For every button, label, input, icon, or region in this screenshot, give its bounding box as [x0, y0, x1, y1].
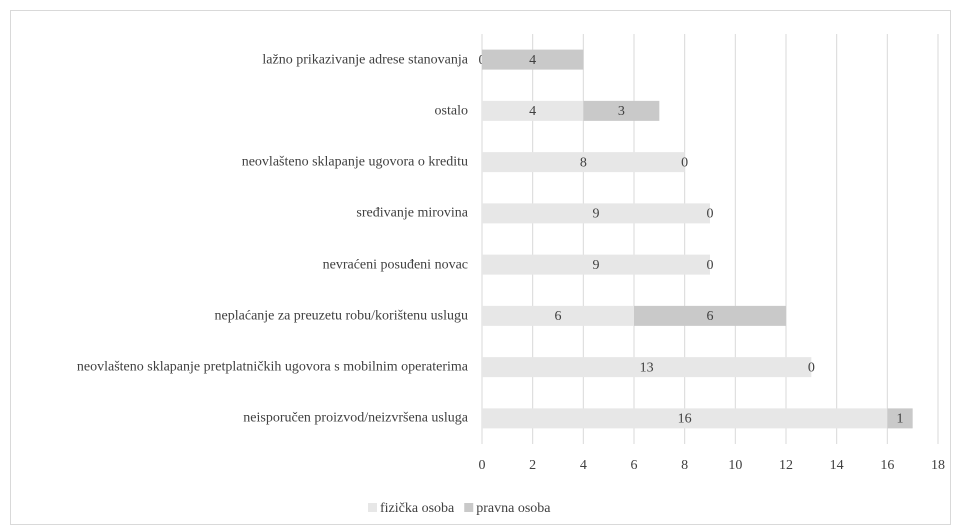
bar-segment: [482, 49, 584, 70]
bar-segment: [634, 305, 786, 326]
x-tick-label: 0: [479, 458, 486, 473]
category-label: neovlašteno sklapanje ugovora o kreditu: [0, 154, 468, 171]
legend-swatch: [368, 503, 377, 512]
category-text: neisporučen proizvod/neizvršena usluga: [243, 410, 468, 426]
bar-segment: [482, 100, 584, 121]
bar-segment: [482, 203, 710, 224]
x-tick-label: 10: [728, 458, 742, 473]
bar-segment: [482, 357, 812, 378]
category-label: neisporučen proizvod/neizvršena usluga: [0, 410, 468, 427]
value-label: 8: [580, 155, 587, 170]
value-label: 0: [808, 360, 815, 375]
bar-segment: [482, 305, 634, 326]
x-tick-label: 16: [880, 458, 894, 473]
value-label: 0: [681, 155, 688, 170]
category-text: neplaćanje za preuzetu robu/korištenu us…: [214, 308, 468, 324]
x-tick-label: 8: [681, 458, 688, 473]
value-label: 6: [707, 309, 714, 324]
category-text: lažno prikazivanje adrese stanovanja: [262, 52, 468, 68]
category-label: neovlašteno sklapanje pretplatničkih ugo…: [0, 359, 468, 376]
bar-segment: [482, 408, 888, 429]
value-label: 9: [593, 258, 600, 273]
value-label: 1: [897, 412, 904, 427]
value-label: 4: [529, 53, 536, 68]
category-label: nevraćeni posuđeni novac: [0, 256, 468, 273]
x-tick-label: 12: [779, 458, 793, 473]
value-label: 13: [640, 360, 654, 375]
bar-segment: [887, 408, 913, 429]
category-text: nevraćeni posuđeni novac: [322, 257, 468, 273]
category-text: ostalo: [434, 103, 468, 119]
value-label: 0: [707, 258, 714, 273]
bar-segment: [482, 152, 685, 173]
category-label: sređivanje mirovina: [0, 205, 468, 222]
category-text: sređivanje mirovina: [356, 205, 468, 221]
value-label: 3: [618, 104, 625, 119]
x-tick-label: 6: [631, 458, 638, 473]
category-label: neplaćanje za preuzetu robu/korištenu us…: [0, 307, 468, 324]
value-label: 4: [529, 104, 536, 119]
legend-swatch: [464, 503, 474, 512]
value-label: 0: [707, 207, 714, 222]
bar-segment: [583, 100, 660, 121]
x-tick-label: 14: [830, 458, 844, 473]
category-label: ostalo: [0, 102, 468, 119]
value-label: 9: [593, 207, 600, 222]
value-label: 6: [555, 309, 562, 324]
bar-segment: [482, 254, 710, 275]
x-tick-label: 2: [529, 458, 536, 473]
x-tick-label: 18: [931, 458, 945, 473]
category-text: neovlašteno sklapanje ugovora o kreditu: [241, 154, 468, 170]
category-label: lažno prikazivanje adrese stanovanja: [0, 51, 468, 68]
value-label: 16: [678, 412, 692, 427]
chart-border: [10, 10, 951, 525]
category-text: neovlašteno sklapanje pretplatničkih ugo…: [76, 359, 468, 375]
x-tick-label: 4: [580, 458, 587, 473]
legend-label: fizička osoba: [380, 501, 455, 516]
legend-label: pravna osoba: [476, 501, 551, 516]
